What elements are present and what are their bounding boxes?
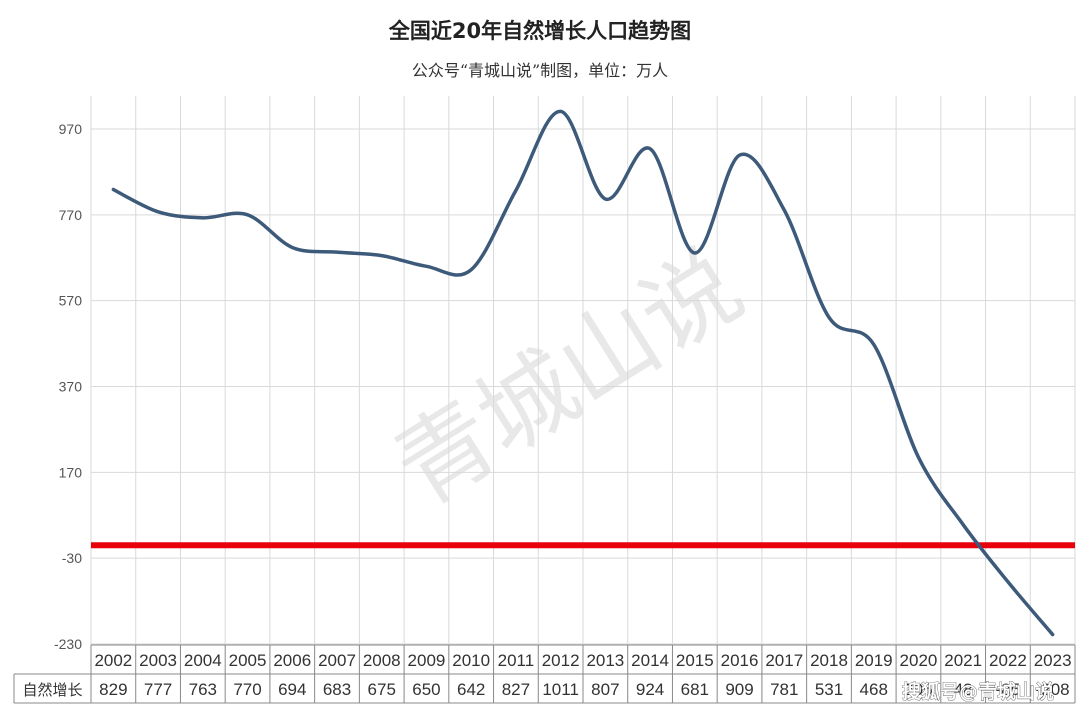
table-value-cell: 642: [457, 680, 485, 699]
y-tick-label: -230: [54, 636, 82, 652]
table-value-cell: 777: [144, 680, 172, 699]
table-value-cell: -208: [1036, 680, 1070, 699]
table-value-cell: 781: [770, 680, 798, 699]
table-value-cell: 909: [725, 680, 753, 699]
table-row-header: 自然增长: [22, 681, 82, 699]
x-tick-label: 2003: [139, 651, 177, 670]
x-tick-label: 2015: [676, 651, 714, 670]
x-tick-label: 2012: [542, 651, 580, 670]
x-tick-label: 2023: [1034, 651, 1072, 670]
x-tick-label: 2020: [900, 651, 938, 670]
x-tick-label: 2017: [765, 651, 803, 670]
table-value-cell: 681: [681, 680, 709, 699]
table-value-cell: 829: [99, 680, 127, 699]
table-value-cell: 205: [904, 680, 932, 699]
table-value-cell: 48: [954, 680, 973, 699]
y-tick-label: 770: [59, 207, 83, 223]
table-value-cell: 924: [636, 680, 664, 699]
x-tick-label: 2011: [498, 651, 535, 670]
y-tick-label: 570: [59, 293, 83, 309]
table-value-cell: 531: [815, 680, 843, 699]
y-tick-label: 170: [59, 464, 83, 480]
x-tick-label: 2021: [944, 651, 982, 670]
x-tick-label: 2006: [273, 651, 311, 670]
table-value-cell: 763: [189, 680, 217, 699]
x-tick-label: 2005: [229, 651, 267, 670]
x-tick-label: 2007: [318, 651, 356, 670]
x-tick-label: 2008: [363, 651, 401, 670]
chart-title: 全国近20年自然增长人口趋势图: [388, 19, 691, 43]
table-value-cell: 807: [591, 680, 619, 699]
data-table: 自然增长 2002 829 2003 777 2004 763 2005 770 2006 694 2…: [13, 644, 1076, 704]
table-value-cell: -85: [996, 680, 1021, 699]
table-value-cell: 468: [860, 680, 888, 699]
x-tick-label: 2009: [408, 651, 446, 670]
x-tick-label: 2014: [631, 651, 669, 670]
x-tick-label: 2013: [586, 651, 624, 670]
table-value-cell: 1011: [542, 680, 579, 699]
table-value-cell: 694: [278, 680, 306, 699]
series-line: [111, 109, 1055, 637]
y-tick-label: 970: [59, 121, 83, 137]
table-value-cell: 683: [323, 680, 351, 699]
table-value-cell: 827: [502, 680, 530, 699]
y-tick-label: 370: [59, 379, 83, 395]
x-tick-label: 2019: [855, 651, 893, 670]
table-value-cell: 650: [412, 680, 440, 699]
line-layer: [111, 109, 1055, 637]
x-tick-label: 2002: [94, 651, 132, 670]
y-tick-label: -30: [62, 550, 82, 566]
watermark-text: 青城山说: [376, 228, 761, 526]
table-value-cell: 675: [368, 680, 396, 699]
grid-layer: [90, 96, 1076, 645]
x-tick-label: 2016: [721, 651, 759, 670]
y-axis: 970 770 570 370 170 -30 -230: [54, 121, 82, 652]
corner-watermark: 搜狐号@青城山说: [902, 680, 1054, 703]
x-tick-label: 2010: [452, 651, 490, 670]
chart-subtitle: 公众号“青城山说”制图，单位：万人: [412, 61, 668, 80]
table-value-cell: 770: [233, 680, 261, 699]
x-tick-label: 2022: [989, 651, 1027, 670]
x-tick-label: 2018: [810, 651, 848, 670]
x-tick-label: 2004: [184, 651, 222, 670]
